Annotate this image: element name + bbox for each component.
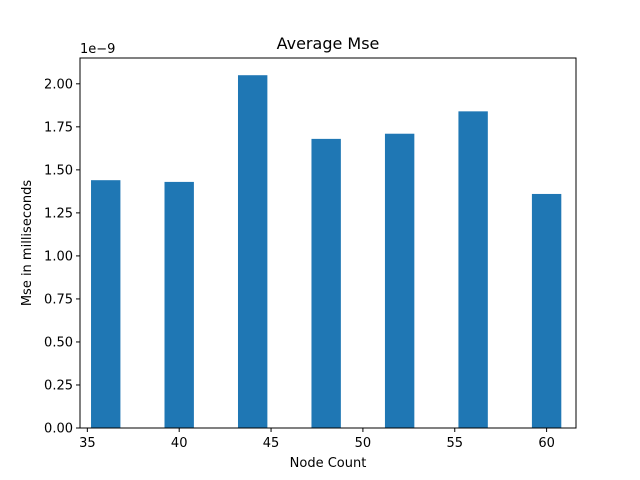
y-tick-label: 1.00 [44,249,73,264]
y-axis-ticks: 0.00 0.25 0.50 0.75 1.00 1.25 1.50 1.75 2.00 [44,77,80,437]
y-tick-label: 2.00 [44,77,73,92]
x-tick-label: 40 [171,436,188,451]
y-offset-text: 1e−9 [80,42,115,57]
bar-56 [458,111,488,428]
y-tick-label: 0.00 [44,422,73,437]
y-tick-label: 0.25 [44,378,73,393]
y-tick-label: 1.75 [44,120,73,135]
y-tick-label: 0.75 [44,292,73,307]
bar-48 [311,138,341,428]
plot-frame [79,57,577,429]
x-tick-label: 35 [79,436,96,451]
bar-40 [164,181,194,428]
x-axis-ticks: 35 40 45 50 55 60 [79,428,555,451]
x-tick-label: 45 [263,436,280,451]
bars-group [91,75,562,429]
x-tick-label: 60 [538,436,555,451]
bar-44 [237,75,268,429]
x-axis-label: Node Count [290,456,367,471]
y-tick-label: 1.50 [44,163,73,178]
x-tick-label: 55 [446,436,463,451]
bar-52 [384,133,415,428]
bar-60 [531,193,562,428]
y-tick-label: 1.25 [44,206,73,221]
y-tick-label: 0.50 [44,335,73,350]
bar-36 [91,180,121,428]
x-tick-label: 50 [355,436,372,451]
chart-title: Average Mse [277,34,380,53]
y-axis-label: Mse in milliseconds [20,180,35,307]
